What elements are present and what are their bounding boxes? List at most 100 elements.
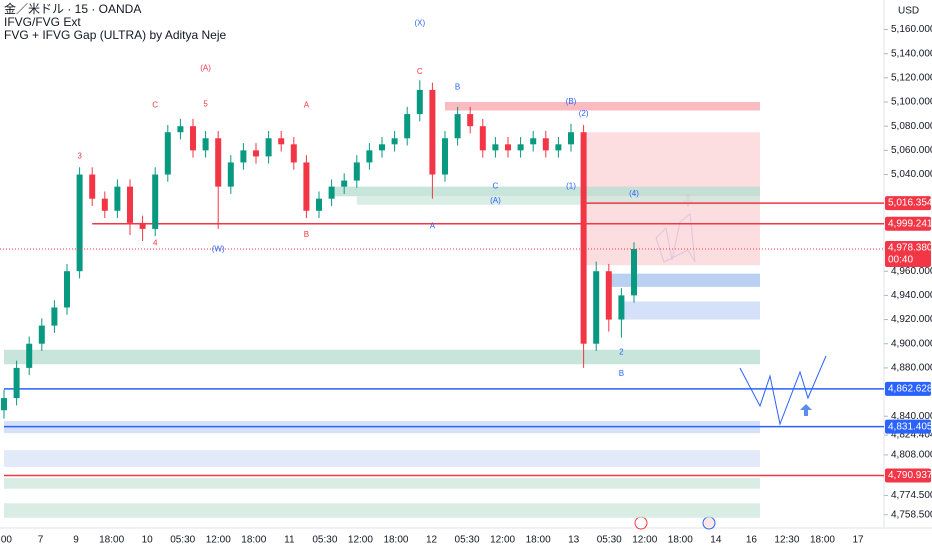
fvg-zone	[4, 477, 760, 489]
last-price-label: 4,978.380	[888, 243, 932, 254]
candle-body	[278, 138, 285, 145]
candle-body	[593, 271, 600, 344]
y-tick-label: 4,808.000	[891, 450, 932, 461]
x-tick-label: 13	[568, 535, 580, 546]
y-tick-label: 4,940.000	[891, 290, 932, 301]
candle-body	[164, 132, 171, 175]
candle-body	[38, 325, 45, 344]
candle-body	[13, 367, 20, 399]
wave-label: C	[152, 101, 158, 110]
price-badge-label: 4,831.405	[888, 421, 932, 432]
y-tick-label: 4,774.500	[891, 490, 932, 501]
y-tick-label: 4,840.000	[891, 411, 932, 422]
candle-body	[101, 198, 108, 211]
candle-body	[454, 114, 461, 139]
candle-body	[542, 138, 549, 151]
price-badge	[885, 468, 931, 483]
candle-body	[429, 89, 436, 175]
candle-body	[190, 126, 196, 151]
chart-title: 金／米ドル · 15 · OANDA	[4, 1, 141, 16]
x-tick-label: 05:30	[312, 535, 337, 546]
x-tick-label: 12	[426, 535, 438, 546]
candle-body	[89, 174, 96, 199]
x-tick-label: 18:00	[241, 535, 266, 546]
wave-label: 4	[153, 239, 158, 248]
candle-body	[152, 174, 159, 229]
price-badge-label: 4,790.937	[888, 470, 932, 481]
fvg-zone	[331, 186, 760, 197]
x-tick-label: 18:00	[383, 535, 408, 546]
event-icon[interactable]	[702, 516, 716, 530]
candle-body	[530, 138, 537, 145]
candle-body	[265, 138, 272, 157]
candle-body	[341, 180, 348, 187]
x-tick-label: 12:00	[206, 535, 231, 546]
price-badge	[885, 381, 931, 396]
candle-body	[580, 132, 587, 344]
projection-sketch	[739, 355, 827, 426]
wave-label: B	[455, 83, 460, 92]
wave-label: C	[417, 67, 423, 76]
candle-body	[605, 271, 612, 320]
x-tick-label: 18:00	[526, 535, 551, 546]
x-tick-label: 12:00	[348, 535, 373, 546]
countdown: 00:40	[888, 255, 913, 266]
candle-body	[366, 150, 373, 163]
y-tick-label: 4,960.000	[891, 266, 932, 277]
price-badge-label: 4,862.628	[888, 384, 932, 395]
wave-label: (A)	[490, 196, 501, 205]
y-tick-label: 4,758.500	[891, 509, 932, 520]
wave-label: (2)	[579, 109, 589, 118]
candle-body	[353, 162, 360, 181]
candle-body	[215, 138, 222, 187]
x-tick-label: 7	[38, 535, 44, 546]
candle-body	[64, 271, 70, 308]
up-arrow	[800, 404, 812, 416]
candle-body	[631, 248, 637, 296]
candle-body	[328, 186, 335, 199]
x-tick-label: 05:30	[170, 535, 195, 546]
y-tick-label: 4,920.000	[891, 314, 932, 325]
y-tick-label: 5,140.000	[891, 48, 932, 59]
y-tick-label: 5,100.000	[891, 97, 932, 108]
fvg-zone	[621, 301, 760, 320]
candle-body	[202, 138, 209, 151]
candle-body	[240, 150, 247, 163]
wave-label: 3	[77, 152, 82, 161]
candle-body	[114, 186, 121, 211]
candle-body	[379, 144, 385, 151]
y-tick-label: 4,900.000	[891, 338, 932, 349]
x-tick-label: 11	[284, 535, 295, 546]
wave-label: C	[493, 182, 499, 191]
wave-label: 5	[203, 100, 208, 109]
x-tick-label: 14	[710, 535, 722, 546]
candle-body	[139, 222, 146, 229]
candle-body	[316, 198, 322, 211]
last-price-badge	[885, 240, 931, 267]
wave-label: B	[304, 230, 309, 239]
candle-body	[391, 138, 398, 145]
wave-label: (A)	[200, 63, 211, 72]
candle-body	[505, 144, 511, 151]
wave-label: (B)	[566, 97, 577, 106]
candle-body	[127, 186, 133, 223]
fvg-zone	[608, 273, 760, 287]
y-tick-label: 5,120.000	[891, 72, 932, 83]
candle-body	[76, 174, 83, 272]
candle-body	[1, 398, 7, 411]
x-tick-label: 16	[746, 535, 758, 546]
candle-body	[517, 144, 524, 151]
wave-label: B	[619, 369, 624, 378]
y-tick-label: 5,160.000	[891, 24, 932, 35]
y-tick-label: 4,880.000	[891, 363, 932, 374]
candle-body	[26, 343, 33, 368]
event-icon[interactable]	[634, 516, 648, 530]
candle-body	[227, 162, 234, 187]
price-badge	[885, 419, 931, 434]
indicator-name: FVG + IFVG Gap (ULTRA) by Aditya Neje	[4, 28, 227, 42]
candle-body	[555, 144, 562, 151]
candle-body	[442, 138, 448, 175]
x-tick-label: 18:00	[99, 535, 124, 546]
candle-body	[492, 144, 499, 151]
